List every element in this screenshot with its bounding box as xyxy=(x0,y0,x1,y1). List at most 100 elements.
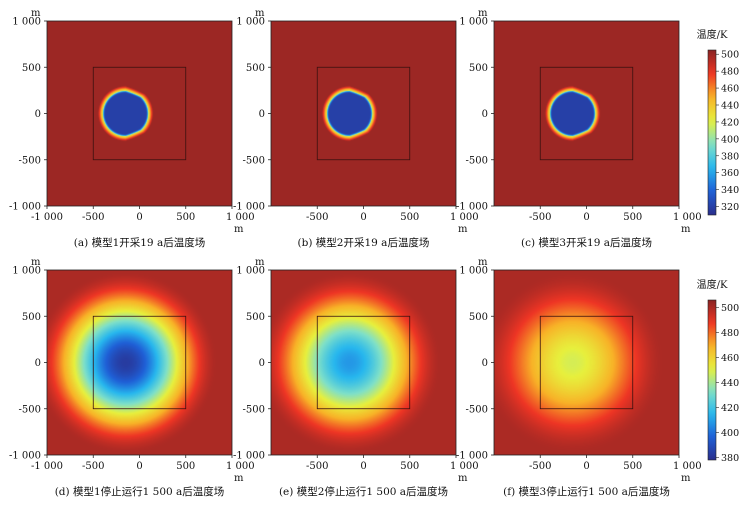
x-tick-label: 500 xyxy=(400,461,419,472)
colorbar-tick-label: 480 xyxy=(721,328,739,339)
panel-caption: (f) 模型3停止运行1 500 a后温度场 xyxy=(503,485,670,498)
x-tick-label: -500 xyxy=(82,212,104,223)
colorbar-tick-label: 500 xyxy=(721,50,739,61)
y-unit-label: m xyxy=(255,8,265,19)
colorbar-tick-label: 340 xyxy=(721,185,739,196)
x-tick-label: 500 xyxy=(400,212,419,223)
x-tick-label: 0 xyxy=(360,461,366,472)
well-field-box xyxy=(92,66,187,161)
y-unit-label: m xyxy=(31,8,41,19)
x-tick-label: 0 xyxy=(136,461,142,472)
heatmap-b xyxy=(271,21,456,206)
x-unit-label: m xyxy=(458,473,468,484)
y-tick-label: 0 xyxy=(259,109,265,120)
y-tick-label: 0 xyxy=(35,109,41,120)
panel-caption: (a) 模型1开采19 a后温度场 xyxy=(74,236,205,249)
x-unit-label: m xyxy=(234,473,244,484)
y-unit-label: m xyxy=(478,8,488,19)
colorbar-tick-label: 440 xyxy=(721,101,739,112)
x-tick-label: 500 xyxy=(176,461,195,472)
well-field-box xyxy=(92,315,187,410)
y-tick-label: -1 000 xyxy=(9,451,41,462)
colorbar-tick-label: 380 xyxy=(721,151,739,162)
colorbar-2: 温度/K 500 480 460 440 420 400 380 xyxy=(697,278,740,464)
colorbar-tick-label: 440 xyxy=(721,378,739,389)
colorbar-tick-label: 500 xyxy=(721,303,739,314)
y-unit-label: m xyxy=(255,257,265,268)
colorbar-tick-label: 460 xyxy=(721,84,739,95)
y-tick-label: 500 xyxy=(469,312,488,323)
x-tick-label: -500 xyxy=(529,461,551,472)
y-tick-label: 0 xyxy=(482,109,488,120)
y-tick-label: -500 xyxy=(19,404,41,415)
x-tick-label: 0 xyxy=(360,212,366,223)
x-tick-label: -500 xyxy=(529,212,551,223)
well-field-box xyxy=(539,66,634,161)
colorbar-1: 温度/K 500 480 460 440 420 400 380 360 340 320 xyxy=(697,28,739,216)
x-tick-label: -500 xyxy=(306,461,328,472)
x-tick-label: 1 000 xyxy=(226,461,255,472)
y-unit-label: m xyxy=(31,257,41,268)
panel-caption: (d) 模型1停止运行1 500 a后温度场 xyxy=(55,485,225,498)
colorbar-strip xyxy=(707,49,717,216)
y-tick-label: 0 xyxy=(35,358,41,369)
colorbar-tick-label: 380 xyxy=(721,453,739,464)
y-tick-label: -500 xyxy=(243,404,265,415)
y-tick-label: -1 000 xyxy=(456,202,488,213)
x-tick-label: 1 000 xyxy=(226,212,255,223)
x-tick-label: -1 000 xyxy=(31,461,63,472)
y-tick-label: 1 000 xyxy=(459,266,488,277)
y-tick-label: 0 xyxy=(259,358,265,369)
x-tick-label: 500 xyxy=(623,212,642,223)
x-tick-label: 1 000 xyxy=(450,461,479,472)
y-tick-label: 500 xyxy=(246,312,265,323)
x-tick-label: 500 xyxy=(176,212,195,223)
x-tick-label: 0 xyxy=(583,212,589,223)
colorbar-tick-label: 320 xyxy=(721,202,739,213)
x-unit-label: m xyxy=(234,224,244,235)
y-tick-label: -1 000 xyxy=(9,202,41,213)
x-tick-label: -500 xyxy=(82,461,104,472)
colorbar-tick-label: 420 xyxy=(721,403,739,414)
x-tick-label: -1 000 xyxy=(31,212,63,223)
x-tick-label: 1 000 xyxy=(673,212,702,223)
x-unit-label: m xyxy=(458,224,468,235)
y-tick-label: -500 xyxy=(466,155,488,166)
colorbar-tick-label: 460 xyxy=(721,353,739,364)
x-tick-label: -500 xyxy=(306,212,328,223)
y-tick-label: 0 xyxy=(482,358,488,369)
y-tick-label: -500 xyxy=(243,155,265,166)
y-tick-label: -1 000 xyxy=(456,451,488,462)
heatmap-f xyxy=(494,270,679,455)
colorbar-tick-label: 400 xyxy=(721,134,739,145)
colorbar-title: 温度/K xyxy=(697,278,728,291)
panel-caption: (e) 模型2停止运行1 500 a后温度场 xyxy=(279,485,448,498)
colorbar-tick-label: 360 xyxy=(721,168,739,179)
heatmap-a xyxy=(47,21,232,206)
well-field-box xyxy=(316,315,411,410)
y-tick-label: -500 xyxy=(466,404,488,415)
heatmap-e xyxy=(271,270,456,455)
x-tick-label: 1 000 xyxy=(673,461,702,472)
colorbar-tick-label: 400 xyxy=(721,428,739,439)
heatmap-c xyxy=(494,21,679,206)
x-tick-label: 500 xyxy=(623,461,642,472)
y-tick-label: -500 xyxy=(19,155,41,166)
heatmap-d xyxy=(47,270,232,455)
colorbar-tick-label: 480 xyxy=(721,67,739,78)
panel-caption: (b) 模型2开采19 a后温度场 xyxy=(298,236,430,249)
y-tick-label: 1 000 xyxy=(236,17,265,28)
colorbar-tick-label: 420 xyxy=(721,117,739,128)
x-unit-label: m xyxy=(681,224,691,235)
y-unit-label: m xyxy=(478,257,488,268)
y-tick-label: 500 xyxy=(22,63,41,74)
x-tick-label: 0 xyxy=(136,212,142,223)
